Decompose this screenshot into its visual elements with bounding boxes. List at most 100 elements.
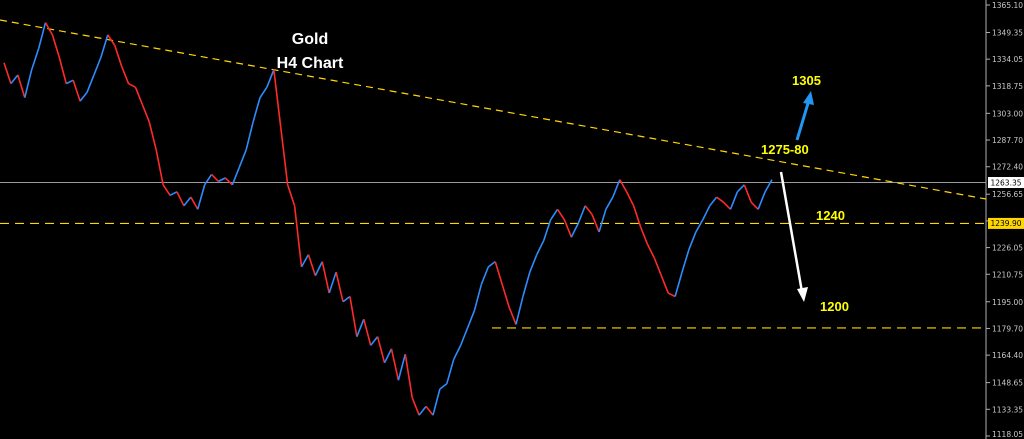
price-segment xyxy=(660,275,669,294)
price-segment xyxy=(51,34,61,58)
price-tick-label: 1334.05 xyxy=(992,55,1023,64)
price-segment xyxy=(612,179,621,198)
price-segment xyxy=(639,226,649,245)
price-segment xyxy=(653,257,663,276)
price-tick-label: 1210.75 xyxy=(992,270,1023,279)
price-tick-label: 1365.10 xyxy=(992,1,1023,10)
price-segment xyxy=(10,74,19,85)
price-segment xyxy=(155,149,164,186)
price-segment xyxy=(667,292,676,298)
price-segment xyxy=(286,184,296,207)
descending-trendline xyxy=(0,19,987,200)
price-segment xyxy=(709,196,718,207)
price-segment xyxy=(335,271,344,302)
price-segment xyxy=(23,69,33,98)
price-segment xyxy=(356,318,365,337)
price-segment xyxy=(183,196,192,207)
price-segment xyxy=(176,191,185,207)
price-segment xyxy=(729,191,739,210)
price-tick-label: 1164.40 xyxy=(992,351,1023,360)
price-tick-label: 1118.05 xyxy=(992,430,1023,439)
price-segment xyxy=(349,296,358,337)
price-segment xyxy=(591,214,600,233)
price-segment xyxy=(536,240,545,256)
price-segment xyxy=(508,306,517,325)
price-segment xyxy=(646,243,656,259)
price-segment xyxy=(383,348,393,364)
price-segment xyxy=(65,79,74,85)
price-segment xyxy=(273,69,282,128)
price-segment xyxy=(17,74,26,98)
price-segment xyxy=(30,48,40,70)
price-segment xyxy=(681,249,690,273)
price-segment xyxy=(757,191,766,210)
price-segment xyxy=(93,57,102,76)
price-segment xyxy=(266,69,275,88)
price-segment xyxy=(418,405,427,416)
price-segment xyxy=(162,184,171,196)
price-segment xyxy=(598,209,607,233)
price-segment xyxy=(453,345,462,360)
price-segment xyxy=(141,104,151,123)
price-segment xyxy=(72,79,81,102)
price-segment xyxy=(397,353,407,381)
price-segment xyxy=(86,74,95,93)
price-segment xyxy=(570,222,579,238)
price-segment xyxy=(695,219,704,233)
chart-subtitle: H4 Chart xyxy=(276,55,344,72)
price-tick-label: 1256.65 xyxy=(992,190,1023,199)
price-segment xyxy=(120,65,130,84)
price-segment xyxy=(100,34,109,58)
downside-target-label: 1200 xyxy=(820,299,849,314)
price-segment xyxy=(702,205,711,221)
down-arrow xyxy=(779,171,808,302)
price-segment xyxy=(750,201,759,210)
price-segment xyxy=(563,219,573,238)
price-segment xyxy=(231,167,240,186)
price-tick-label: 1272.40 xyxy=(992,163,1023,172)
price-tick-label: 1303.00 xyxy=(992,109,1023,118)
price-segment xyxy=(224,177,233,186)
price-segment xyxy=(58,57,68,84)
price-segment xyxy=(619,179,628,193)
price-segment xyxy=(674,271,683,297)
price-segment xyxy=(113,45,123,67)
price-segment xyxy=(252,97,261,123)
price-segment xyxy=(736,184,745,193)
price-segment xyxy=(279,127,289,185)
price-segment xyxy=(307,254,317,276)
price-segment xyxy=(196,184,206,210)
svg-text:1239.90: 1239.90 xyxy=(990,219,1021,228)
price-segment xyxy=(625,191,635,207)
price-segment xyxy=(743,184,752,203)
price-tick-label: 1148.65 xyxy=(992,379,1023,388)
price-segment xyxy=(203,173,213,186)
price-segment xyxy=(439,383,448,390)
up-arrow xyxy=(795,91,814,141)
price-segment xyxy=(342,295,351,303)
price-segment xyxy=(390,348,400,381)
price-segment xyxy=(210,173,220,182)
price-segment xyxy=(411,397,420,416)
price-segment xyxy=(515,296,524,325)
breakout-target-label: 1305 xyxy=(792,73,821,88)
price-segment xyxy=(3,62,12,84)
price-segment xyxy=(376,336,386,364)
price-segment xyxy=(37,22,47,49)
price-segment xyxy=(480,266,490,285)
price-segment xyxy=(404,353,414,398)
price-segment xyxy=(549,208,559,221)
price-segment xyxy=(605,196,614,210)
price-segment xyxy=(584,205,593,216)
price-segment xyxy=(107,34,116,46)
price-segment xyxy=(314,261,323,276)
svg-text:1263.35: 1263.35 xyxy=(990,178,1021,187)
price-segment xyxy=(501,284,510,308)
price-tick-label: 1179.70 xyxy=(992,324,1023,333)
price-segment xyxy=(293,205,303,267)
price-segment xyxy=(459,327,469,346)
price-segment xyxy=(134,86,144,105)
price-series xyxy=(3,22,773,416)
price-segment xyxy=(245,121,254,151)
price-segment xyxy=(446,359,455,384)
